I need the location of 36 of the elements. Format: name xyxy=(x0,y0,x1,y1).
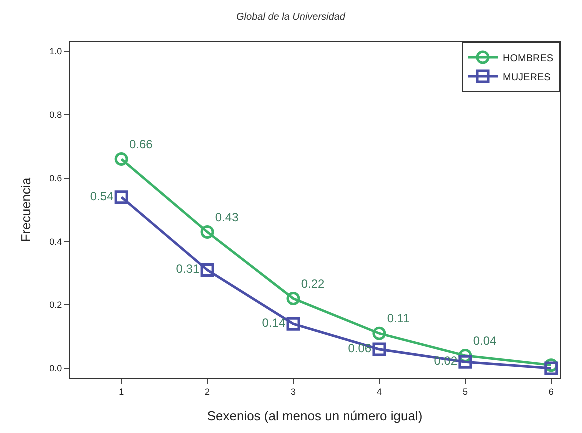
y-tick-label: 1.0 xyxy=(50,46,62,57)
x-axis-title: Sexenios (al menos un número igual) xyxy=(207,408,423,424)
x-tick-label: 2 xyxy=(205,386,210,397)
legend-label: MUJERES xyxy=(503,72,552,84)
point xyxy=(286,317,300,331)
point xyxy=(200,225,214,239)
x-tick-label: 6 xyxy=(548,386,554,397)
data-label: 0.11 xyxy=(387,312,410,326)
x-tick-label: 4 xyxy=(376,386,382,397)
y-axis-title: Frecuencia xyxy=(18,177,34,242)
data-label: 0.66 xyxy=(129,137,154,152)
data-label: 0.22 xyxy=(301,276,326,291)
point xyxy=(372,342,386,356)
data-label: 0.54 xyxy=(90,189,114,204)
point xyxy=(114,152,128,166)
point xyxy=(286,292,300,306)
y-tick-label: 0.8 xyxy=(50,110,62,120)
legend-label: HOMBRES xyxy=(503,53,554,64)
point xyxy=(372,326,386,340)
x-tick-label: 1 xyxy=(119,386,124,397)
y-tick-label: 0.6 xyxy=(50,173,62,184)
x-tick-label: 5 xyxy=(462,386,468,397)
data-label: 0.06 xyxy=(348,341,372,356)
point xyxy=(114,190,128,204)
x-tick-label: 3 xyxy=(291,386,296,397)
y-tick-label: 0.2 xyxy=(50,300,62,310)
point xyxy=(544,362,558,376)
y-tick-label: 0.0 xyxy=(50,364,62,374)
point xyxy=(200,263,214,277)
data-label: 0.04 xyxy=(473,334,497,348)
data-label: 0.43 xyxy=(215,210,240,224)
data-label: 0.31 xyxy=(176,262,200,276)
data-label: 0.14 xyxy=(262,316,286,330)
chart-title: Global de la Universidad xyxy=(236,12,346,23)
y-tick-label: 0.4 xyxy=(50,236,62,247)
point xyxy=(458,355,472,369)
